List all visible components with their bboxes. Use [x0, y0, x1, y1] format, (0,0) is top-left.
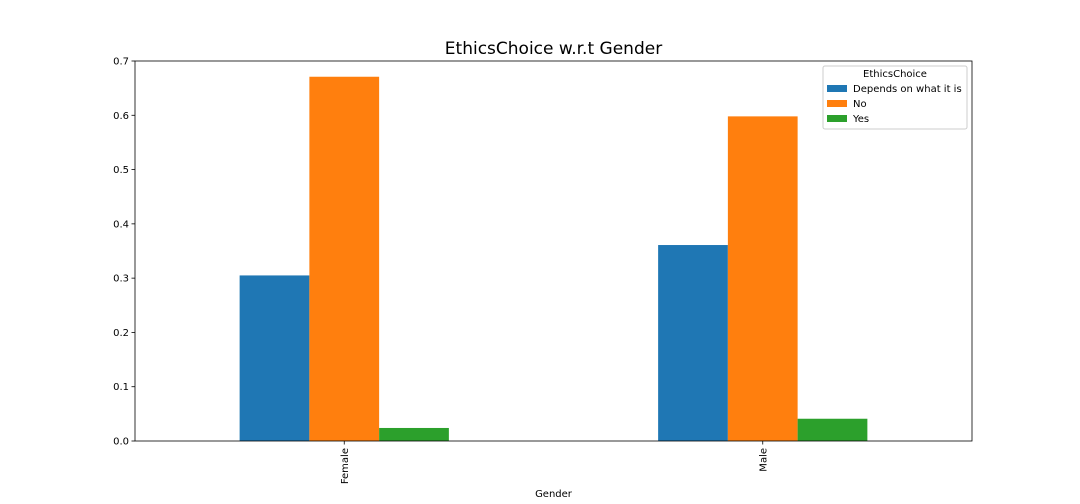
y-tick-label: 0.5	[113, 165, 129, 176]
legend-entry-label: Yes	[852, 114, 869, 125]
y-tick-label: 0.3	[113, 274, 129, 285]
y-tick-label: 0.1	[113, 382, 129, 393]
legend-entry-label: No	[853, 99, 867, 110]
bar-depends-on-what-it-is-male	[658, 245, 728, 441]
bar-depends-on-what-it-is-female	[239, 275, 310, 441]
y-tick-label: 0.7	[113, 57, 129, 68]
chart-title: EthicsChoice w.r.t Gender	[445, 39, 662, 59]
legend-entry-label: Depends on what it is	[853, 84, 962, 95]
plot-area: 0.0 0.1 0.2 0.3 0.4 0.5 0.6 0.7 Female Male	[113, 57, 973, 484]
bar-no-male	[727, 116, 798, 441]
y-tick-label: 0.0	[113, 437, 129, 448]
legend-swatch	[827, 100, 847, 107]
bar-yes-male	[797, 418, 868, 441]
y-tick-label: 0.4	[113, 219, 129, 230]
y-tick-label: 0.6	[113, 111, 129, 122]
legend-swatch	[827, 85, 847, 92]
x-tick-label-male: Male	[758, 448, 769, 472]
legend: EthicsChoice Depends on what it is No Yes	[822, 65, 968, 130]
legend-box	[822, 65, 968, 130]
y-tick-label: 0.2	[113, 328, 129, 339]
bar-yes-female	[379, 427, 449, 441]
legend-title: EthicsChoice	[863, 69, 927, 80]
x-axis-label: Gender	[535, 489, 573, 500]
axes-frame	[134, 60, 973, 442]
bar-no-female	[309, 76, 380, 441]
legend-swatch	[827, 115, 847, 122]
x-tick-label-female: Female	[340, 448, 351, 484]
